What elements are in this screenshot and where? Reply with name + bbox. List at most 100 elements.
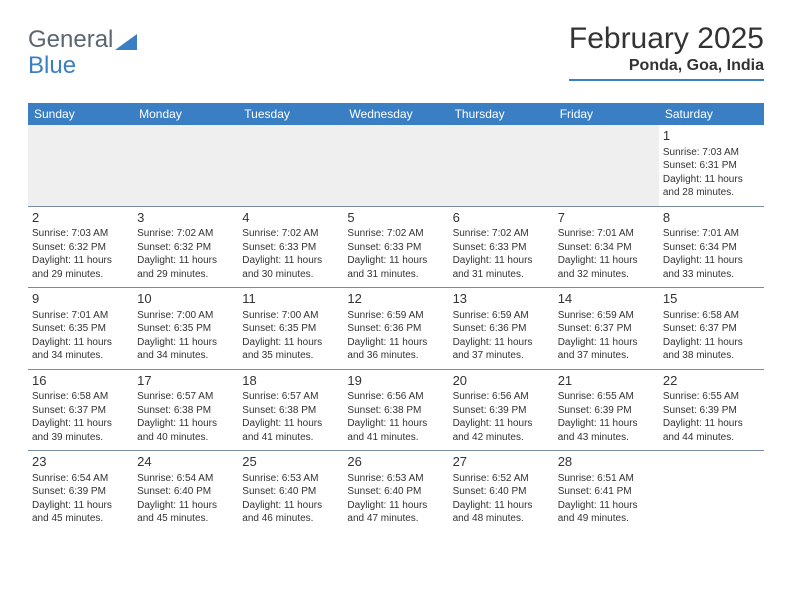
day-header: Thursday [449, 103, 554, 125]
calendar-cell: 9Sunrise: 7:01 AMSunset: 6:35 PMDaylight… [28, 288, 133, 370]
calendar-week-row: 16Sunrise: 6:58 AMSunset: 6:37 PM Dayligh… [28, 369, 764, 451]
day-detail-line: Sunrise: 7:00 AM [137, 309, 234, 323]
day-detail-line: Sunrise: 6:57 AM [137, 390, 234, 404]
day-detail-line: Sunrise: 6:53 AM [347, 472, 444, 486]
day-detail-line: and 29 minutes. [137, 268, 234, 282]
day-detail-line: Daylight: 11 hours [242, 499, 339, 513]
day-detail-line: Sunrise: 6:52 AM [453, 472, 550, 486]
day-detail-line: Sunrise: 7:02 AM [242, 227, 339, 241]
day-number: 16 [32, 372, 129, 390]
day-number: 20 [453, 372, 550, 390]
day-detail-line: Sunrise: 7:02 AM [137, 227, 234, 241]
day-detail-line: Sunset: 6:35 PM [137, 322, 234, 336]
day-number: 15 [663, 290, 760, 308]
day-detail-line: Sunrise: 6:59 AM [347, 309, 444, 323]
day-detail-line: Daylight: 11 hours [663, 417, 760, 431]
day-detail-line: and 41 minutes. [242, 431, 339, 445]
calendar-week-row: 9Sunrise: 7:01 AMSunset: 6:35 PMDaylight… [28, 288, 764, 370]
day-detail-line: Sunset: 6:37 PM [663, 322, 760, 336]
day-detail-line: Daylight: 11 hours [453, 254, 550, 268]
day-number: 25 [242, 453, 339, 471]
calendar-cell [238, 125, 343, 206]
calendar-cell [343, 125, 448, 206]
day-detail-line: Sunrise: 7:02 AM [347, 227, 444, 241]
day-detail-line: and 46 minutes. [242, 512, 339, 526]
logo-word1: General [28, 26, 113, 54]
calendar-week-row: 2Sunrise: 7:03 AMSunset: 6:32 PMDaylight… [28, 206, 764, 288]
day-detail-line: Sunset: 6:39 PM [558, 404, 655, 418]
day-detail-line: and 31 minutes. [347, 268, 444, 282]
day-detail-line: and 39 minutes. [32, 431, 129, 445]
calendar-table: Sunday Monday Tuesday Wednesday Thursday… [28, 103, 764, 532]
day-detail-line: Sunrise: 6:55 AM [663, 390, 760, 404]
logo-triangle-icon [115, 32, 137, 50]
day-number: 1 [663, 127, 760, 145]
calendar-cell: 23Sunrise: 6:54 AMSunset: 6:39 PMDayligh… [28, 451, 133, 532]
day-detail-line: and 33 minutes. [663, 268, 760, 282]
day-detail-line: Sunset: 6:38 PM [242, 404, 339, 418]
calendar-cell: 28Sunrise: 6:51 AMSunset: 6:41 PMDayligh… [554, 451, 659, 532]
day-detail-line: Daylight: 11 hours [663, 336, 760, 350]
day-detail-line: Daylight: 11 hours [242, 336, 339, 350]
day-detail-line: Daylight: 11 hours [347, 499, 444, 513]
day-detail-line: Sunrise: 6:56 AM [453, 390, 550, 404]
day-detail-line: Sunrise: 6:55 AM [558, 390, 655, 404]
calendar-cell [133, 125, 238, 206]
day-detail-line: Sunset: 6:41 PM [558, 485, 655, 499]
day-detail-line: Sunset: 6:35 PM [32, 322, 129, 336]
day-detail-line: Sunset: 6:34 PM [558, 241, 655, 255]
day-number: 5 [347, 209, 444, 227]
calendar-week-row: 23Sunrise: 6:54 AMSunset: 6:39 PMDayligh… [28, 451, 764, 532]
calendar-cell: 11Sunrise: 7:00 AMSunset: 6:35 PMDayligh… [238, 288, 343, 370]
day-detail-line: Sunset: 6:37 PM [32, 404, 129, 418]
day-detail-line: Sunrise: 6:53 AM [242, 472, 339, 486]
month-title: February 2025 [569, 22, 764, 55]
header: General February 2025 Ponda, Goa, India [28, 22, 764, 81]
day-detail-line: and 37 minutes. [453, 349, 550, 363]
calendar-cell: 4Sunrise: 7:02 AMSunset: 6:33 PMDaylight… [238, 206, 343, 288]
day-detail-line: Sunrise: 7:01 AM [663, 227, 760, 241]
day-number: 26 [347, 453, 444, 471]
day-detail-line: Daylight: 11 hours [137, 254, 234, 268]
day-detail-line: Sunrise: 7:01 AM [558, 227, 655, 241]
calendar-week-row: 1Sunrise: 7:03 AMSunset: 6:31 PMDaylight… [28, 125, 764, 206]
calendar-cell: 19Sunrise: 6:56 AMSunset: 6:38 PMDayligh… [343, 369, 448, 451]
day-header: Sunday [28, 103, 133, 125]
calendar-cell [554, 125, 659, 206]
day-detail-line: and 32 minutes. [558, 268, 655, 282]
day-number: 24 [137, 453, 234, 471]
day-number: 27 [453, 453, 550, 471]
calendar-cell [449, 125, 554, 206]
day-detail-line: Sunrise: 7:00 AM [242, 309, 339, 323]
day-detail-line: Sunset: 6:33 PM [242, 241, 339, 255]
day-detail-line: Sunrise: 7:03 AM [32, 227, 129, 241]
day-detail-line: Sunset: 6:31 PM [663, 159, 760, 173]
calendar-cell: 26Sunrise: 6:53 AMSunset: 6:40 PMDayligh… [343, 451, 448, 532]
day-detail-line: Sunset: 6:38 PM [137, 404, 234, 418]
day-number: 8 [663, 209, 760, 227]
calendar-cell [28, 125, 133, 206]
day-detail-line: Sunrise: 6:59 AM [558, 309, 655, 323]
calendar-cell: 22Sunrise: 6:55 AMSunset: 6:39 PMDayligh… [659, 369, 764, 451]
day-detail-line: Daylight: 11 hours [242, 417, 339, 431]
day-number: 6 [453, 209, 550, 227]
day-detail-line: Sunrise: 6:59 AM [453, 309, 550, 323]
calendar-cell: 16Sunrise: 6:58 AMSunset: 6:37 PMDayligh… [28, 369, 133, 451]
day-detail-line: Daylight: 11 hours [453, 417, 550, 431]
day-number: 19 [347, 372, 444, 390]
day-detail-line: and 49 minutes. [558, 512, 655, 526]
calendar-cell: 27Sunrise: 6:52 AMSunset: 6:40 PMDayligh… [449, 451, 554, 532]
day-detail-line: and 29 minutes. [32, 268, 129, 282]
day-detail-line: and 44 minutes. [663, 431, 760, 445]
day-detail-line: Sunrise: 6:58 AM [32, 390, 129, 404]
day-detail-line: and 41 minutes. [347, 431, 444, 445]
day-detail-line: and 42 minutes. [453, 431, 550, 445]
day-detail-line: Daylight: 11 hours [663, 254, 760, 268]
day-detail-line: Sunset: 6:36 PM [347, 322, 444, 336]
calendar-cell: 7Sunrise: 7:01 AMSunset: 6:34 PMDaylight… [554, 206, 659, 288]
day-number: 12 [347, 290, 444, 308]
day-detail-line: Sunrise: 6:57 AM [242, 390, 339, 404]
calendar-cell: 2Sunrise: 7:03 AMSunset: 6:32 PMDaylight… [28, 206, 133, 288]
calendar-cell: 12Sunrise: 6:59 AMSunset: 6:36 PMDayligh… [343, 288, 448, 370]
day-detail-line: Daylight: 11 hours [453, 499, 550, 513]
